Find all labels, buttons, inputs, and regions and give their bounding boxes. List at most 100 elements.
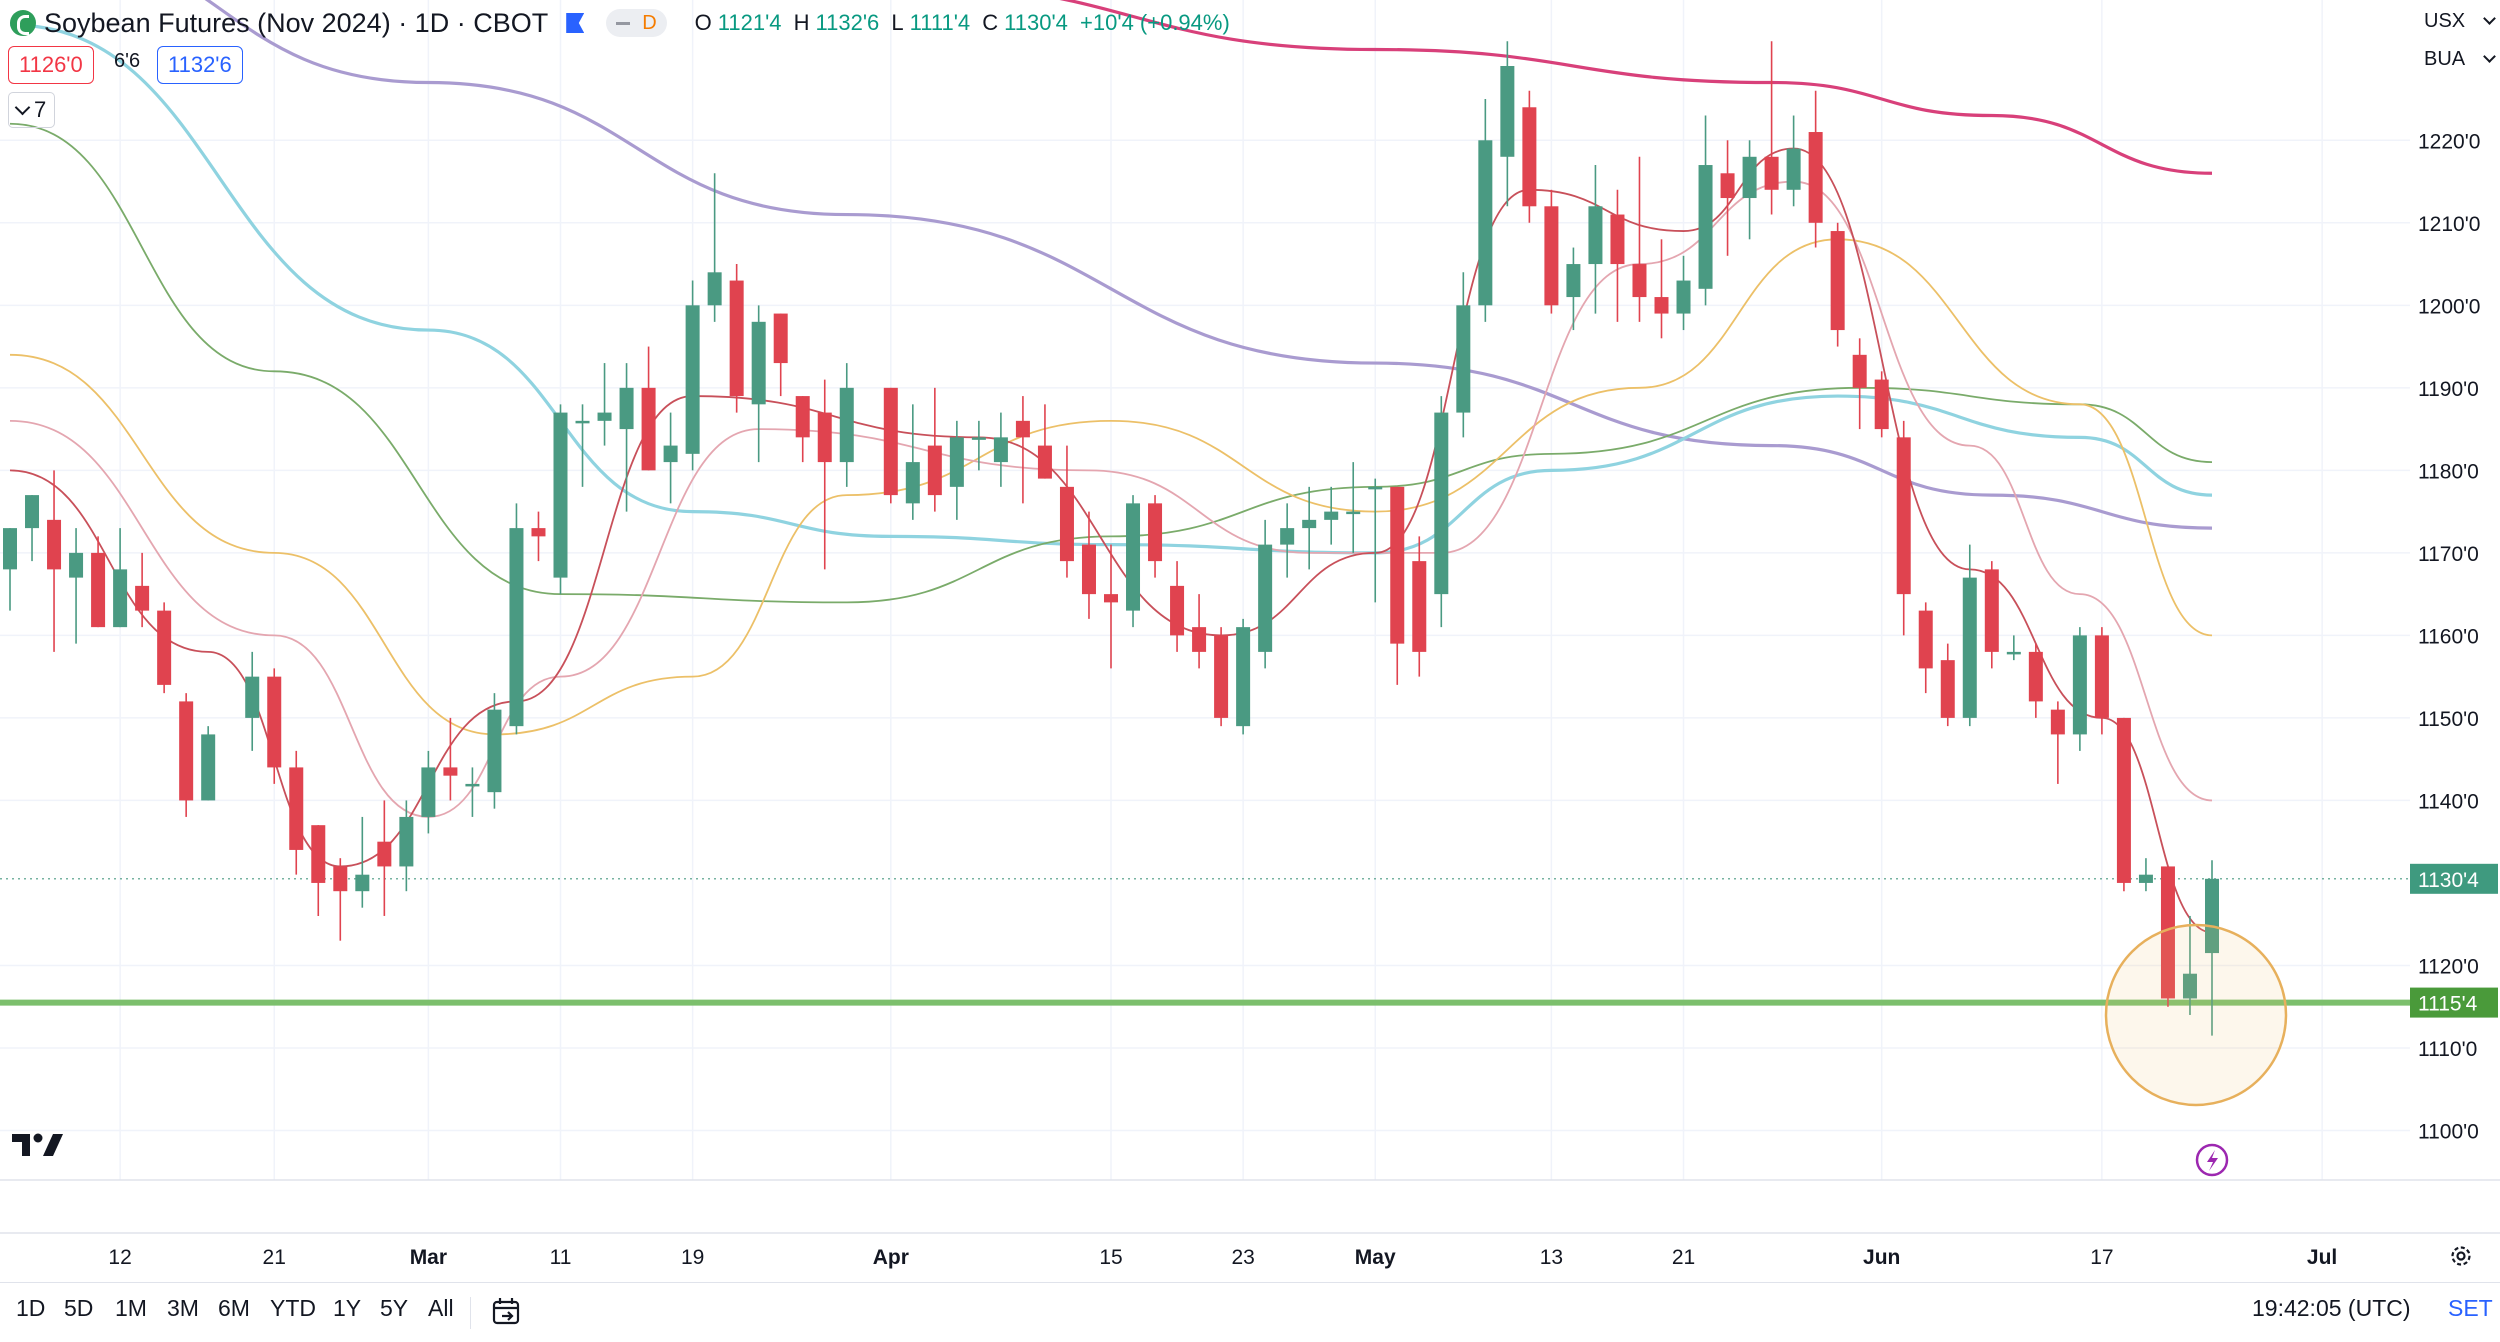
exchange-logo-icon xyxy=(10,10,36,36)
candle-body xyxy=(1368,486,1383,490)
candle-body xyxy=(311,825,326,883)
candle-body xyxy=(1676,280,1691,314)
interval-pill[interactable]: D xyxy=(606,9,667,37)
support-price-tag xyxy=(2410,987,2498,1018)
range-all-button[interactable]: All xyxy=(428,1295,454,1321)
price-chart[interactable]: 1220'0 1210'0 1200'0 1190'0 1180'0 1170'0 1160… xyxy=(0,0,2500,1282)
price-tick-label: 1140'0 xyxy=(2418,790,2479,813)
candle-body xyxy=(1786,148,1801,190)
candle-body xyxy=(465,783,480,787)
time-axis[interactable]: 12 21 Mar 11 19 Apr 15 23 May 13 21 Jun 17 Jul xyxy=(108,1246,2337,1269)
moving-average-line-4 xyxy=(9,122,2213,604)
time-tick-label: 13 xyxy=(1540,1246,1563,1269)
candle-body xyxy=(2116,717,2131,883)
open-label: O xyxy=(694,10,712,35)
indicators-count: 7 xyxy=(34,97,47,122)
price-tick-label: 1120'0 xyxy=(2418,955,2479,978)
candle-body xyxy=(619,387,634,430)
tradingview-logo-icon[interactable] xyxy=(10,1130,64,1160)
minus-icon xyxy=(616,21,631,25)
range-1m-button[interactable]: 1M xyxy=(115,1295,147,1321)
symbol-title[interactable]: Soybean Futures (Nov 2024) · 1D · CBOT xyxy=(44,7,549,38)
range-1d-button[interactable]: 1D xyxy=(16,1295,46,1321)
candle-body xyxy=(1544,206,1559,306)
last-price-label: 1130'4 xyxy=(2418,869,2479,892)
candle-body xyxy=(1984,569,1999,652)
unit-value: BUA xyxy=(2424,47,2466,70)
candle-body xyxy=(707,272,722,306)
flag-icon[interactable] xyxy=(566,13,585,33)
candle-body xyxy=(267,676,282,768)
candle-body xyxy=(2138,874,2153,883)
buy-price-button[interactable]: 1132'6 xyxy=(157,46,243,84)
time-tick-label: Jun xyxy=(1863,1246,1900,1269)
candle-body xyxy=(1588,206,1603,265)
highlight-circle xyxy=(2104,923,2288,1107)
open-value: 1121'4 xyxy=(717,10,782,35)
symbol-header[interactable]: Soybean Futures (Nov 2024) · 1D · CBOT D… xyxy=(10,4,1236,42)
candles xyxy=(3,41,2219,1036)
moving-average-line-5 xyxy=(9,238,2213,736)
currency-value: USX xyxy=(2424,9,2466,32)
settings-gear-icon[interactable] xyxy=(2448,1243,2474,1269)
candle-body xyxy=(1478,140,1493,306)
candle-body xyxy=(663,445,678,463)
session-button[interactable]: SET xyxy=(2448,1295,2493,1321)
candle-body xyxy=(1126,503,1141,611)
chevron-down-icon xyxy=(2483,49,2496,63)
candle-body xyxy=(1720,173,1735,199)
candle-body xyxy=(1852,354,1867,388)
range-1y-button[interactable]: 1Y xyxy=(333,1295,362,1321)
last-price-tag xyxy=(2410,863,2498,894)
candle-body xyxy=(1698,165,1713,289)
candle-body xyxy=(641,387,656,471)
candle-body xyxy=(91,552,106,628)
candle-body xyxy=(597,412,612,421)
range-5d-button[interactable]: 5D xyxy=(64,1295,94,1321)
range-3m-button[interactable]: 3M xyxy=(167,1295,199,1321)
currency-selector[interactable]: USX xyxy=(2414,2,2500,40)
time-tick-label: 17 xyxy=(2090,1246,2113,1269)
range-5y-button[interactable]: 5Y xyxy=(380,1295,409,1321)
range-ytd-button[interactable]: YTD xyxy=(270,1295,316,1321)
candle-body xyxy=(3,528,17,570)
candle-body xyxy=(1280,528,1295,545)
candle-body xyxy=(1059,486,1074,562)
candle-body xyxy=(1170,585,1185,636)
candle-body xyxy=(1434,412,1449,595)
candle-body xyxy=(2094,635,2109,718)
time-tick-label: 11 xyxy=(550,1246,572,1269)
clock-readout[interactable]: 19:42:05 (UTC) xyxy=(2252,1295,2411,1321)
time-tick-label: May xyxy=(1355,1246,1396,1269)
annotations xyxy=(2104,923,2288,1177)
candle-body xyxy=(949,437,964,487)
unit-selector[interactable]: BUA xyxy=(2414,40,2500,78)
support-line-group xyxy=(0,878,2410,1006)
candle-body xyxy=(1830,231,1845,331)
candle-body xyxy=(1962,577,1977,718)
range-6m-button[interactable]: 6M xyxy=(218,1295,250,1321)
candle-body xyxy=(289,767,304,850)
indicators-toggle-button[interactable]: 7 xyxy=(8,92,56,128)
candle-body xyxy=(883,387,898,496)
candle-body xyxy=(1346,511,1361,515)
candle-body xyxy=(2205,878,2219,954)
candle-body xyxy=(157,610,172,685)
price-tick-label: 1220'0 xyxy=(2418,130,2480,153)
candle-body xyxy=(47,519,62,570)
low-label: L xyxy=(891,10,904,35)
go-to-date-icon[interactable] xyxy=(490,1295,524,1329)
candle-body xyxy=(575,420,590,424)
price-tick-label: 1170'0 xyxy=(2418,543,2479,566)
price-axis[interactable]: 1220'0 1210'0 1200'0 1190'0 1180'0 1170'0 1160… xyxy=(2410,130,2498,1143)
candle-body xyxy=(2050,709,2065,735)
candle-body xyxy=(993,437,1008,463)
chevron-down-icon xyxy=(2483,11,2496,25)
bottom-toolbar: 1D 5D 1M 3M 6M YTD 1Y 5Y All 19:42:05 (U… xyxy=(0,1282,2500,1342)
candle-body xyxy=(1302,519,1317,529)
time-tick-label: 19 xyxy=(681,1246,704,1269)
candle-body xyxy=(135,585,150,611)
candle-body xyxy=(1940,660,1955,718)
candle-body xyxy=(2028,651,2043,702)
sell-price-button[interactable]: 1126'0 xyxy=(8,46,94,84)
